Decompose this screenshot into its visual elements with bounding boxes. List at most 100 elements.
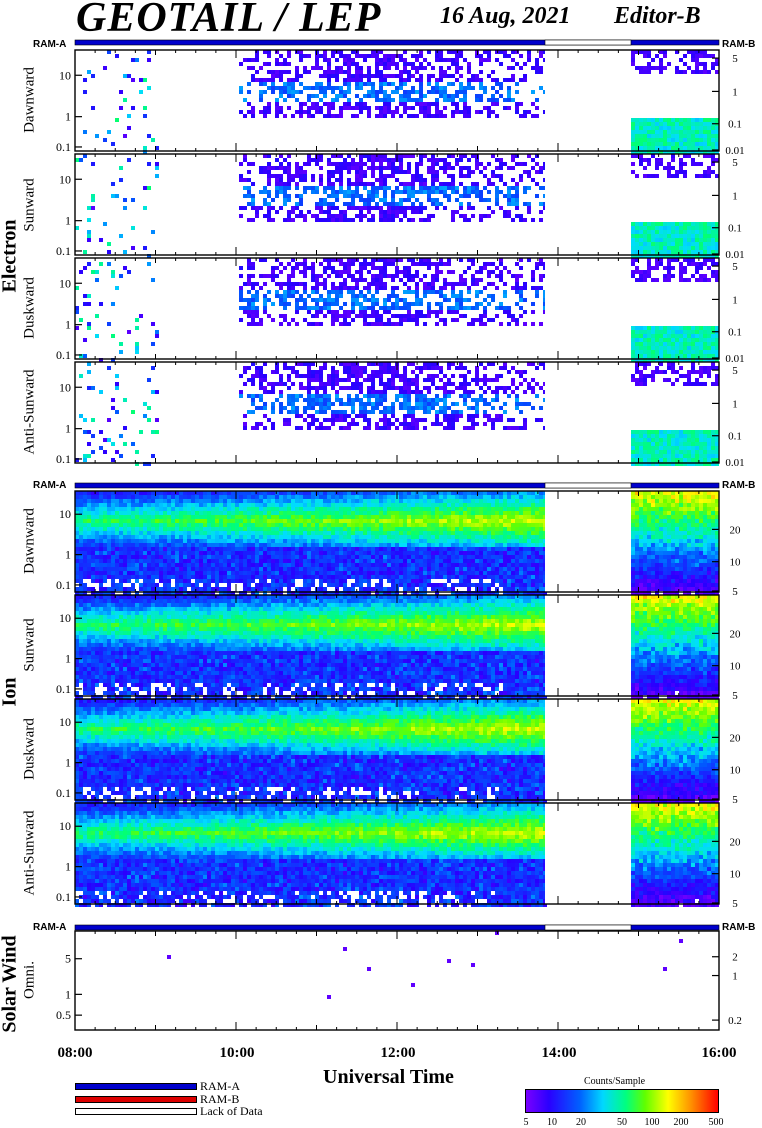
spectrogram-cell — [115, 495, 119, 499]
spectrogram-cell — [259, 110, 263, 114]
spectrogram-cell — [279, 282, 283, 286]
spectrogram-cell — [79, 591, 83, 595]
spectrogram-cell — [655, 242, 659, 246]
spectrogram-cell — [675, 458, 679, 462]
spectrogram-cell — [339, 190, 343, 194]
spectrogram-cell — [655, 118, 659, 122]
spectrogram-cell — [703, 170, 707, 174]
spectrogram-cell — [695, 350, 699, 354]
spectrogram-cell — [295, 302, 299, 306]
spectrogram-cell — [667, 358, 671, 362]
spectrogram-cell — [643, 450, 647, 454]
spectrogram-cell — [143, 150, 147, 154]
spectrogram-cell — [703, 458, 707, 462]
spectrogram-cell — [675, 150, 679, 154]
spectrogram-cell — [243, 154, 247, 158]
spectrogram-cell — [699, 174, 703, 178]
spectrogram-cell — [675, 134, 679, 138]
spectrogram-cell — [315, 202, 319, 206]
spectrogram-cell — [703, 234, 707, 238]
spectrogram-cell — [79, 555, 83, 559]
spectrogram-cell — [283, 158, 287, 162]
spectrogram-cell — [367, 190, 371, 194]
spectrogram-cell — [271, 426, 275, 430]
spectrogram-cell — [371, 94, 375, 98]
spectrogram-cell — [503, 50, 507, 54]
spectrogram-cell — [535, 62, 539, 66]
spectrogram-cell — [243, 98, 247, 102]
spectrogram-cell — [683, 54, 687, 58]
spectrogram-cell — [347, 162, 351, 166]
spectrogram-cell — [495, 198, 499, 202]
spectrogram-cell — [411, 362, 415, 366]
spectrogram-cell — [463, 102, 467, 106]
spectrogram-cell — [323, 70, 327, 74]
spectrogram-cell — [87, 531, 91, 535]
spectrogram-cell — [315, 370, 319, 374]
spectrogram-cell — [635, 430, 639, 434]
spectrogram-cell — [355, 298, 359, 302]
spectrogram-cell — [715, 382, 719, 386]
spectrogram-cell — [327, 174, 331, 178]
spectrogram-cell — [399, 102, 403, 106]
spectrogram-cell — [347, 54, 351, 58]
spectrogram-cell — [499, 302, 503, 306]
spectrogram-cell — [383, 426, 387, 430]
spectrogram-cell — [419, 50, 423, 54]
spectrogram-cell — [375, 266, 379, 270]
spectrogram-cell — [239, 62, 243, 66]
spectrogram-cell — [367, 66, 371, 70]
spectrogram-cell — [539, 386, 543, 390]
spectrogram-cell — [475, 294, 479, 298]
spectrogram-cell — [407, 426, 411, 430]
spectrogram-cell — [311, 386, 315, 390]
spectrogram-cell — [283, 266, 287, 270]
spectrogram-cell — [435, 398, 439, 402]
spectrogram-cell — [187, 567, 191, 571]
spectrogram-cell — [407, 194, 411, 198]
spectrogram-cell — [471, 390, 475, 394]
spectrogram-cell — [415, 314, 419, 318]
spectrogram-cell — [459, 410, 463, 414]
spectrogram-cell — [307, 370, 311, 374]
spectrogram-cell — [331, 202, 335, 206]
spectrogram-cell — [643, 326, 647, 330]
spectrogram-cell — [443, 426, 447, 430]
spectrogram-cell — [691, 430, 695, 434]
spectrogram-cell — [511, 98, 515, 102]
spectrogram-cell — [355, 270, 359, 274]
spectrogram-cell — [139, 495, 143, 499]
spectrogram-cell — [531, 114, 535, 118]
spectrogram-cell — [359, 290, 363, 294]
spectrogram-cell — [131, 410, 135, 414]
spectrogram-cell — [447, 298, 451, 302]
spectrogram-cell — [435, 198, 439, 202]
spectrogram-cell — [407, 90, 411, 94]
spectrogram-cell — [483, 50, 487, 54]
spectrogram-cell — [255, 58, 259, 62]
spectrogram-cell — [639, 278, 643, 282]
spectrogram-cell — [359, 274, 363, 278]
lack-of-data-segment — [544, 39, 632, 46]
spectrogram-cell — [699, 458, 703, 462]
spectrogram-cell — [391, 314, 395, 318]
spectrogram-cell — [711, 354, 715, 358]
spectrogram-cell — [287, 398, 291, 402]
spectrogram-cell — [267, 162, 271, 166]
spectrogram-cell — [511, 74, 515, 78]
spectrogram-cell — [647, 146, 651, 150]
spectrogram-cell — [511, 286, 515, 290]
spectrogram-cell — [163, 559, 167, 563]
spectrogram-cell — [479, 198, 483, 202]
spectrogram-cell — [307, 362, 311, 366]
spectrogram-cell — [303, 258, 307, 262]
spectrogram-cell — [467, 370, 471, 374]
spectrogram-cell — [635, 138, 639, 142]
spectrogram-cell — [175, 583, 179, 587]
spectrogram-cell — [631, 350, 635, 354]
spectrogram-cell — [647, 134, 651, 138]
spectrogram-cell — [139, 555, 143, 559]
spectrogram-cell — [483, 414, 487, 418]
spectrogram-cell — [159, 575, 163, 579]
spectrogram-cell — [103, 523, 107, 527]
